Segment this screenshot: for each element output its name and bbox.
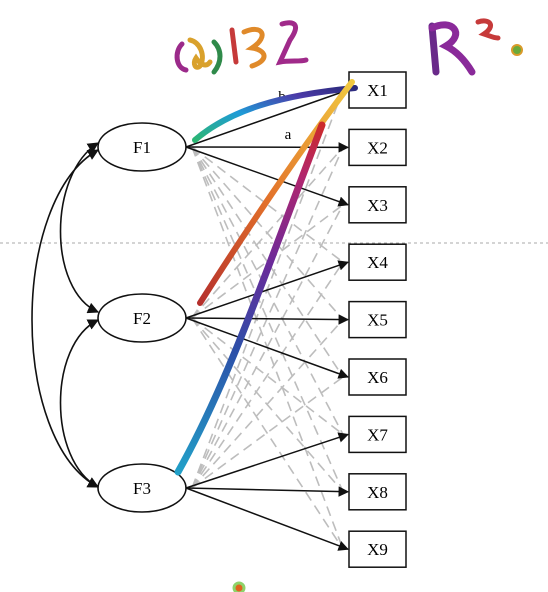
indicator-x4: X4 [349, 244, 406, 280]
highlight-dot-bottom [234, 583, 244, 592]
loading-f2-x6 [186, 318, 348, 377]
loading-f3-x8 [186, 488, 348, 492]
indicator-label: X3 [367, 196, 388, 215]
indicator-x5: X5 [349, 302, 406, 338]
loading-f2-x5 [186, 318, 348, 320]
indicator-x8: X8 [349, 474, 406, 510]
indicator-label: X2 [367, 138, 388, 157]
indicator-label: X8 [367, 483, 388, 502]
indicator-x7: X7 [349, 416, 406, 452]
indicator-label: X4 [367, 253, 388, 272]
factor-label: F3 [133, 479, 151, 498]
indicator-x2: X2 [349, 129, 406, 165]
indicator-label: X7 [367, 425, 388, 444]
path-label-a: a [285, 127, 292, 143]
indicator-label: X9 [367, 540, 388, 559]
factor-covariances [32, 143, 98, 487]
factor-label: F1 [133, 138, 151, 157]
factor-f1: F1 [98, 123, 186, 171]
covariance-f1-f2 [61, 143, 99, 312]
indicator-x9: X9 [349, 531, 406, 567]
handwritten-symbol-omega [177, 23, 306, 72]
factor-nodes: F1 F2 F3 [98, 123, 186, 512]
factor-f3: F3 [98, 464, 186, 512]
cross-loading-f2-x9 [192, 318, 343, 549]
indicator-x3: X3 [349, 187, 406, 223]
handwritten-symbol-r-squared [432, 21, 522, 72]
factor-label: F2 [133, 309, 151, 328]
indicator-label: X5 [367, 311, 388, 330]
indicator-label: X1 [367, 81, 388, 100]
covariance-f2-f3 [61, 320, 99, 487]
indicator-x6: X6 [349, 359, 406, 395]
indicator-x1: X1 [349, 72, 406, 108]
indicator-label: X6 [367, 368, 388, 387]
indicator-nodes: X1 X2 X3 X4 X5 X6 X7 X8 X9 [349, 72, 406, 567]
cross-loading-f3-x4 [192, 262, 343, 488]
factor-f2: F2 [98, 294, 186, 342]
